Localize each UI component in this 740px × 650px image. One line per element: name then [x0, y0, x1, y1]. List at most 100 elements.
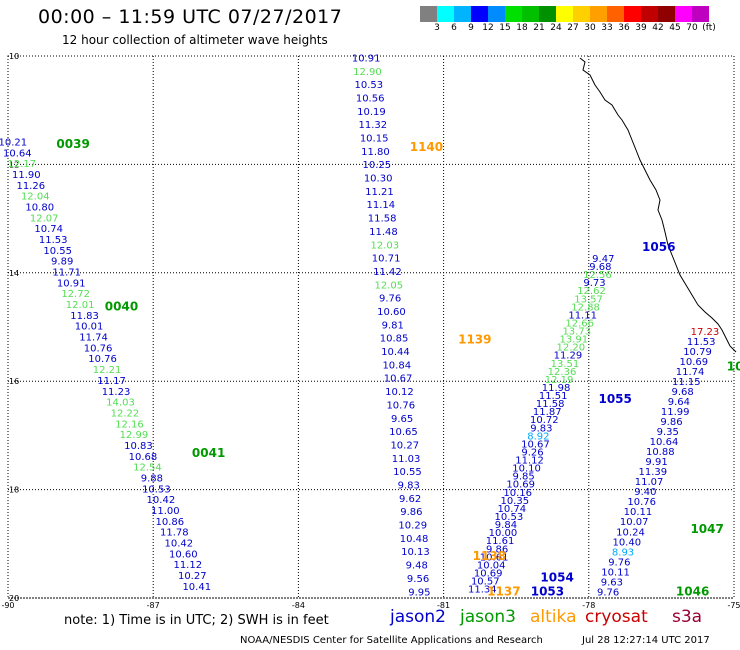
wave-height-value: 8.93 — [612, 547, 634, 558]
pass-id-label: 1047 — [690, 522, 723, 536]
wave-height-value: 10.68 — [129, 452, 158, 463]
pass-id-label: 1054 — [540, 571, 573, 585]
wave-height-value: 11.58 — [536, 399, 565, 410]
pass-id-label: 1139 — [458, 332, 491, 346]
legend-swatch — [505, 6, 522, 22]
legend-label: (ft) — [702, 23, 716, 33]
wave-height-value: 9.48 — [406, 561, 428, 572]
legend-swatch — [539, 6, 556, 22]
wave-height-value: 10.67 — [384, 374, 413, 385]
wave-height-value: 11.71 — [52, 268, 81, 279]
wave-height-value: 10.74 — [34, 224, 63, 235]
satellite-legend-jason2: jason2 — [390, 607, 446, 627]
pass-id-label: 1055 — [598, 392, 631, 406]
wave-height-value: 11.51 — [539, 391, 568, 402]
wave-height-value: 11.07 — [635, 477, 664, 488]
legend-label: 39 — [635, 23, 647, 33]
wave-height-value: 10.67 — [521, 439, 550, 450]
legend-label: 21 — [533, 23, 545, 33]
wave-height-value: 11.03 — [392, 454, 421, 465]
wave-height-value: 10.88 — [646, 447, 675, 458]
wave-height-value: 10.76 — [84, 343, 113, 354]
wave-height-value: 11.12 — [515, 456, 544, 467]
wave-height-value: 9.81 — [382, 320, 404, 331]
wave-height-value: 10.27 — [178, 571, 207, 582]
wave-height-value: 11.98 — [542, 383, 571, 394]
wave-height-value: 11.12 — [173, 560, 202, 571]
legend-swatch — [420, 6, 437, 22]
page-title: 00:00 – 11:59 UTC 07/27/2017 — [38, 6, 343, 28]
legend-label: 45 — [669, 23, 681, 33]
pass-id-label: 1137 — [487, 584, 520, 598]
wave-height-value: 12.90 — [353, 67, 382, 78]
legend-label: 3 — [434, 23, 440, 33]
legend-swatch — [709, 6, 726, 22]
wave-height-value: 10.35 — [500, 496, 529, 507]
wave-height-value: 10.55 — [43, 246, 72, 257]
legend-swatch — [437, 6, 454, 22]
pass-id-label: 0041 — [192, 446, 225, 460]
legend-swatch — [471, 6, 488, 22]
wave-height-value: 10.84 — [382, 360, 411, 371]
wave-height-value: 10.76 — [627, 497, 656, 508]
wave-height-value: 10.16 — [503, 488, 532, 499]
pass-id-label: 0039 — [56, 137, 89, 151]
wave-height-value: 12.07 — [30, 213, 59, 224]
wave-height-value: 12.03 — [370, 240, 399, 251]
wave-height-value: 9.76 — [597, 587, 619, 598]
legend-swatch — [556, 6, 573, 22]
wave-height-value: 12.66 — [565, 318, 594, 329]
legend-label: 33 — [601, 23, 613, 33]
wave-height-value: 9.88 — [141, 473, 163, 484]
legend-swatch — [590, 6, 607, 22]
legend-swatch — [488, 6, 505, 22]
wave-height-value: 9.35 — [657, 427, 679, 438]
wave-height-value: 11.99 — [661, 407, 690, 418]
wave-height-value: 10.11 — [624, 507, 653, 518]
wave-height-value: 10.80 — [25, 202, 54, 213]
satellite-legend-jason3: jason3 — [460, 607, 516, 627]
y-tick-label: 14 — [9, 269, 19, 278]
wave-height-value: 9.86 — [660, 417, 682, 428]
color-legend-labels: 3 6 9 12 15 18 21 24 27 30 33 36 39 42 45 70 (ft) — [420, 23, 740, 37]
wave-height-value: 10.64 — [3, 148, 32, 159]
wave-height-value: 9.86 — [486, 544, 508, 555]
legend-swatch — [573, 6, 590, 22]
wave-height-value: 10.24 — [616, 527, 645, 538]
satellite-legend-s3a: s3a — [672, 607, 703, 627]
x-tick-label: -84 — [292, 601, 305, 610]
wave-height-value: 12.16 — [115, 419, 144, 430]
wave-height-value: 9.86 — [400, 507, 422, 518]
wave-height-value: 10.48 — [400, 534, 429, 545]
wave-height-value: 9.91 — [645, 457, 667, 468]
wave-height-value: 10.85 — [380, 334, 409, 345]
wave-height-value: 11.90 — [12, 170, 41, 181]
wave-height-value: 10.60 — [169, 549, 198, 560]
wave-height-value: 13.73 — [562, 327, 591, 338]
wave-height-value: 10.86 — [156, 517, 185, 528]
pass-id-label: 1138 — [473, 549, 506, 563]
wave-height-value: 10.19 — [357, 107, 386, 118]
wave-height-value: 11.61 — [486, 536, 515, 547]
pass-ids: 0039 0040 0041 1140 1139 1138 1137 1056 1055 1054… — [56, 137, 740, 598]
wave-height-value: 11.42 — [373, 267, 402, 278]
wave-height-value: 9.83 — [530, 423, 552, 434]
footnote: note: 1) Time is in UTC; 2) SWH is in fe… — [64, 613, 329, 628]
wave-height-value: 10.57 — [471, 577, 500, 588]
wave-height-value: 10.72 — [530, 415, 559, 426]
wave-height-value: 11.74 — [676, 367, 705, 378]
wave-height-value: 10.13 — [401, 547, 430, 558]
wave-height-value: 10.01 — [75, 322, 104, 333]
wave-height-value: 12.56 — [583, 270, 612, 281]
wave-height-value: 11.78 — [160, 528, 189, 539]
wave-height-value: 11.53 — [39, 235, 68, 246]
wave-height-value: 10.60 — [377, 307, 406, 318]
wave-height-value: 9.64 — [668, 397, 690, 408]
pass-id-label: 1046 — [676, 584, 709, 598]
wave-height-value: 12.05 — [374, 280, 403, 291]
pass-id-label: 1053 — [531, 584, 564, 598]
wave-height-value: 9.40 — [634, 487, 656, 498]
wave-height-value: 11.32 — [358, 120, 387, 131]
pass-id-label: 10 — [727, 359, 740, 373]
wave-height-value: 9.73 — [583, 278, 605, 289]
